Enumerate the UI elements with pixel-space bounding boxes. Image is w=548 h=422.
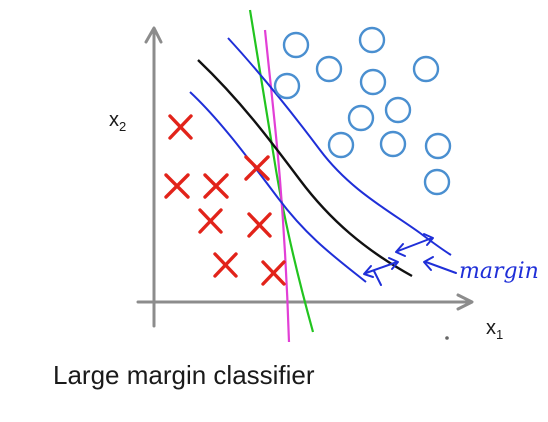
circle-marker: [327, 131, 355, 159]
cross-marker: [203, 173, 229, 199]
circle-marker: [358, 26, 386, 54]
y-axis-label-base: x: [109, 109, 119, 131]
cross-marker: [198, 208, 223, 234]
circle-marker: [359, 68, 387, 96]
y-axis-label: x2: [109, 109, 126, 134]
cross-marker: [164, 173, 190, 199]
circle-marker: [282, 31, 310, 59]
magenta-boundary-line: [263, 29, 291, 343]
circle-marker: [424, 132, 452, 160]
y-axis-label-subscript: 2: [119, 119, 127, 134]
negative-samples: [164, 114, 286, 286]
caption-title: Large margin classifier: [53, 360, 315, 390]
positive-samples: [273, 26, 452, 196]
cross-marker: [213, 252, 238, 278]
x-axis-label: x1: [486, 317, 503, 342]
margin-annotation: margin: [459, 259, 539, 284]
cross-marker: [244, 155, 270, 181]
cross-marker: [168, 114, 193, 140]
circle-marker: [412, 55, 440, 83]
cross-marker: [247, 212, 272, 238]
circle-marker: [384, 96, 412, 124]
circle-marker: [347, 104, 375, 132]
lower-margin-line: [189, 91, 367, 283]
y-axis-arrowhead: [144, 26, 163, 44]
x-axis-label-subscript: 1: [496, 327, 504, 342]
x-axis-arrowhead: [456, 293, 474, 311]
circle-marker: [379, 130, 407, 158]
green-boundary-line: [248, 9, 315, 333]
circle-marker: [273, 72, 301, 100]
cross-marker: [261, 260, 286, 286]
circle-marker: [315, 55, 343, 83]
margin-arrows: [363, 233, 457, 286]
x-axis-label-base: x: [486, 317, 496, 339]
decision-boundary-line: [197, 59, 413, 278]
circle-marker: [423, 168, 451, 196]
stray-dot: [445, 336, 449, 340]
